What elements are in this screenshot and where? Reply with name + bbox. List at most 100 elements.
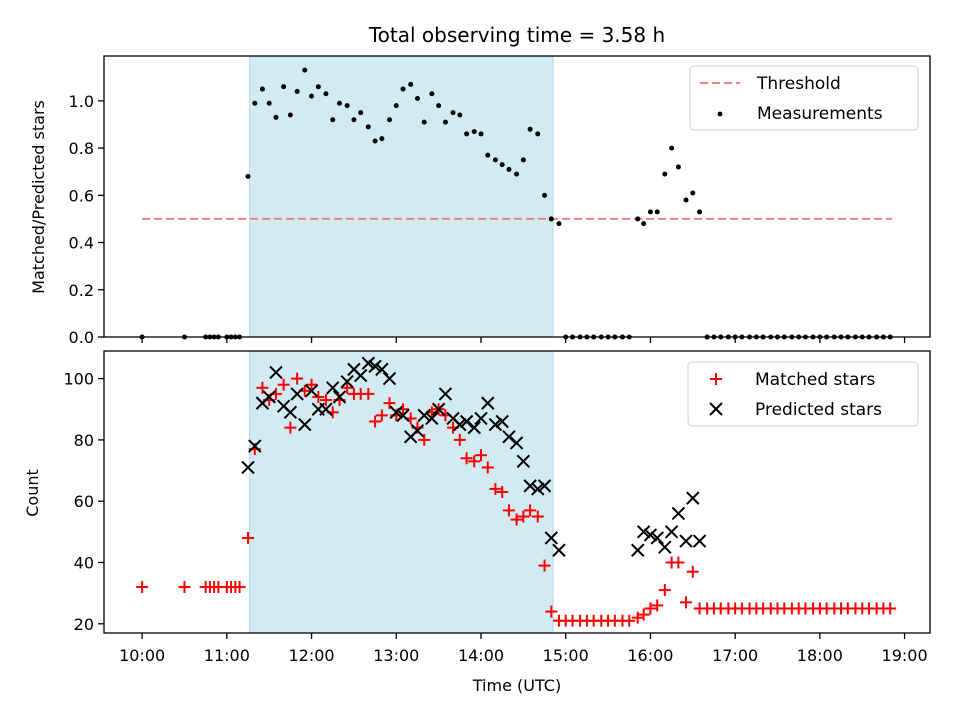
measurement-point <box>635 216 641 222</box>
measurement-point <box>400 86 406 92</box>
matched-legend-label: Matched stars <box>755 370 875 390</box>
measurement-point <box>464 131 470 137</box>
x-tick-label: 12:00 <box>289 646 335 665</box>
predicted-point <box>495 414 509 429</box>
matched-point <box>658 584 671 597</box>
x-axis-label: Time (UTC) <box>472 676 561 695</box>
predicted-point <box>544 531 559 545</box>
predicted-point <box>248 439 262 453</box>
predicted-point <box>692 534 707 548</box>
measurement-point <box>351 117 357 123</box>
threshold-legend-label: Threshold <box>756 74 841 94</box>
measurement-point <box>457 112 463 118</box>
x-tick-label: 13:00 <box>373 646 419 665</box>
predicted-point <box>552 543 566 557</box>
count-y-tick-label: 80 <box>74 431 94 450</box>
predicted-point <box>262 390 276 404</box>
predicted-point <box>481 396 495 410</box>
measurement-point <box>252 100 258 106</box>
predicted-point <box>686 491 700 505</box>
x-tick-label: 15:00 <box>543 646 589 665</box>
measurement-point <box>365 124 371 130</box>
predicted-legend-swatch <box>709 402 723 416</box>
matched-point <box>284 421 297 434</box>
predicted-point <box>304 384 319 398</box>
measurement-point <box>330 117 336 123</box>
predicted-point <box>509 436 524 450</box>
measurement-point <box>535 131 541 137</box>
predicted-point <box>438 387 453 401</box>
predicted-point <box>537 479 552 493</box>
measurement-point <box>492 157 498 163</box>
predicted-point <box>241 460 255 475</box>
measurement-point <box>450 110 456 116</box>
predicted-point <box>410 423 425 438</box>
matched-point <box>531 510 544 523</box>
matched-point <box>291 372 304 385</box>
measurement-point <box>669 145 675 151</box>
matched-point <box>637 608 650 621</box>
measurement-point <box>266 100 272 106</box>
measurement-point <box>323 91 329 97</box>
matched-point <box>468 455 481 468</box>
count-y-tick-label: 60 <box>74 492 94 511</box>
matched-point <box>418 433 431 446</box>
x-tick-label: 17:00 <box>712 646 758 665</box>
count-y-tick-label: 20 <box>74 615 94 634</box>
measurement-point <box>556 221 562 227</box>
ratio-x-ticks <box>141 337 906 343</box>
matched-point <box>496 486 509 498</box>
matched-point <box>319 394 332 407</box>
measurement-point <box>641 221 647 227</box>
predicted-point <box>658 540 672 554</box>
measurement-point <box>429 91 435 97</box>
x-tick-label: 16:00 <box>627 646 673 665</box>
count-legend: Matched stars Predicted stars <box>687 361 919 427</box>
matched-point <box>651 599 664 612</box>
matched-point <box>305 378 318 391</box>
predicted-point <box>417 408 431 423</box>
matched-point <box>362 387 375 400</box>
matched-point <box>481 461 494 474</box>
predicted-point <box>431 402 446 416</box>
measurement-point <box>675 164 681 170</box>
measurement-point <box>372 138 378 144</box>
measurement-point <box>421 119 427 125</box>
matched-point <box>510 513 523 526</box>
measurement-point <box>273 114 279 120</box>
predicted-point <box>453 417 467 432</box>
measurement-point <box>527 126 533 132</box>
matched-point <box>623 614 636 627</box>
ratio-y-tick-label: 1.0 <box>69 92 94 111</box>
matched-point <box>453 433 466 446</box>
x-tick-label: 11:00 <box>204 646 250 665</box>
matched-legend-swatch <box>710 373 722 385</box>
measurement-point <box>379 136 385 142</box>
measurement-point <box>281 84 287 90</box>
matched-point <box>460 452 473 465</box>
predicted-point <box>516 454 531 469</box>
ratio-legend-frame <box>689 65 919 131</box>
predicted-point <box>332 390 347 404</box>
measurement-point <box>506 166 512 172</box>
predicted-point <box>396 408 410 423</box>
measurement-point <box>542 192 548 198</box>
predicted-point <box>636 525 651 539</box>
measurement-point <box>690 190 696 196</box>
ratio-highlight-span <box>249 55 554 338</box>
predicted-point <box>368 359 382 374</box>
measurement-point <box>548 216 554 222</box>
measurement-point <box>471 129 477 135</box>
measurement-point <box>683 197 689 203</box>
predicted-point <box>319 402 333 416</box>
matched-point <box>178 581 191 594</box>
predicted-point <box>467 420 481 435</box>
predicted-point <box>361 356 376 370</box>
ratio-y-tick-label: 0.6 <box>69 186 94 205</box>
measurement-point <box>245 173 251 179</box>
ratio-y-label: Matched/Predicted stars <box>29 100 48 294</box>
count-y-tick-label: 40 <box>74 554 94 573</box>
matched-point <box>545 605 558 618</box>
matched-point <box>884 602 897 615</box>
ratio-axes-frame <box>103 55 931 338</box>
